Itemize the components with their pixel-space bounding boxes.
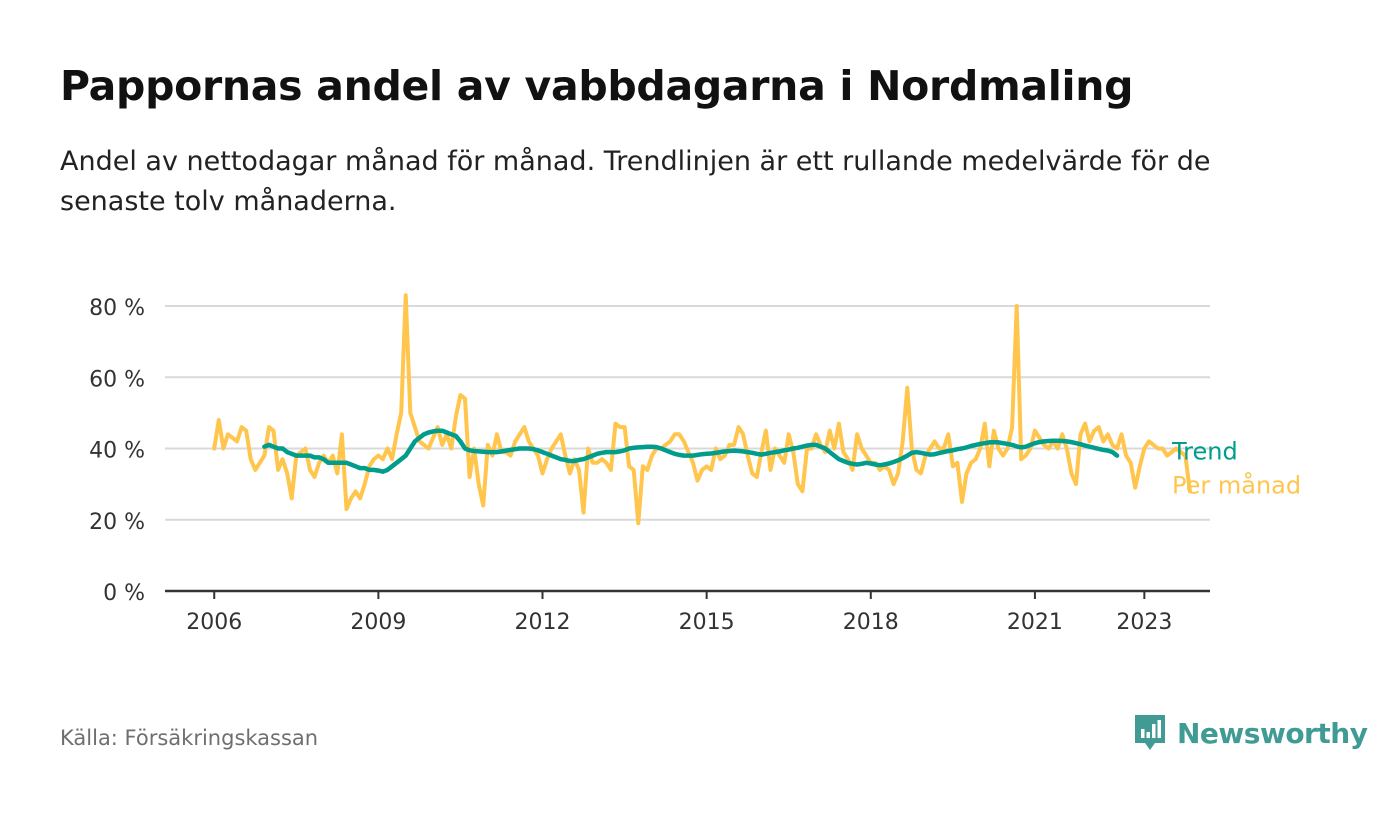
- series-lines: [212, 293, 1192, 526]
- y-axis: 0 % 20 % 40 % 60 % 80 %: [89, 296, 145, 606]
- series-label: Per månad: [1172, 471, 1301, 500]
- brand-name: Newsworthy: [1177, 716, 1368, 750]
- y-tick-label: 60 %: [89, 367, 145, 392]
- x-tick-label: 2012: [515, 610, 571, 635]
- x-tick-label: 2018: [843, 610, 899, 635]
- x-axis: 2006 2009 2012 2015 2018 2021 2023: [165, 589, 1210, 635]
- series-labels: Per månad Trend: [1171, 438, 1301, 500]
- series-line-trend: [262, 428, 1120, 474]
- chart-subtitle: Andel av nettodagar månad för månad. Tre…: [60, 146, 1211, 217]
- grid-lines: [165, 305, 1210, 521]
- series-line-per-m-nad: [212, 293, 1192, 526]
- x-tick-label: 2009: [350, 610, 406, 635]
- source-note: Källa: Försäkringskassan: [60, 726, 319, 750]
- newsworthy-logo-icon: [1135, 715, 1165, 750]
- y-tick-label: 40 %: [89, 439, 145, 464]
- chart-title: Pappornas andel av vabbdagarna i Nordmal…: [60, 62, 1134, 110]
- y-tick-label: 80 %: [89, 296, 145, 321]
- y-tick-label: 0 %: [103, 581, 145, 606]
- x-tick-label: 2015: [679, 610, 735, 635]
- brand-logo[interactable]: Newsworthy: [1133, 712, 1368, 754]
- x-tick-label: 2023: [1116, 610, 1172, 635]
- x-tick-label: 2021: [1007, 610, 1063, 635]
- x-tick-label: 2006: [186, 610, 242, 635]
- series-label: Trend: [1171, 438, 1238, 466]
- y-tick-label: 20 %: [89, 510, 145, 535]
